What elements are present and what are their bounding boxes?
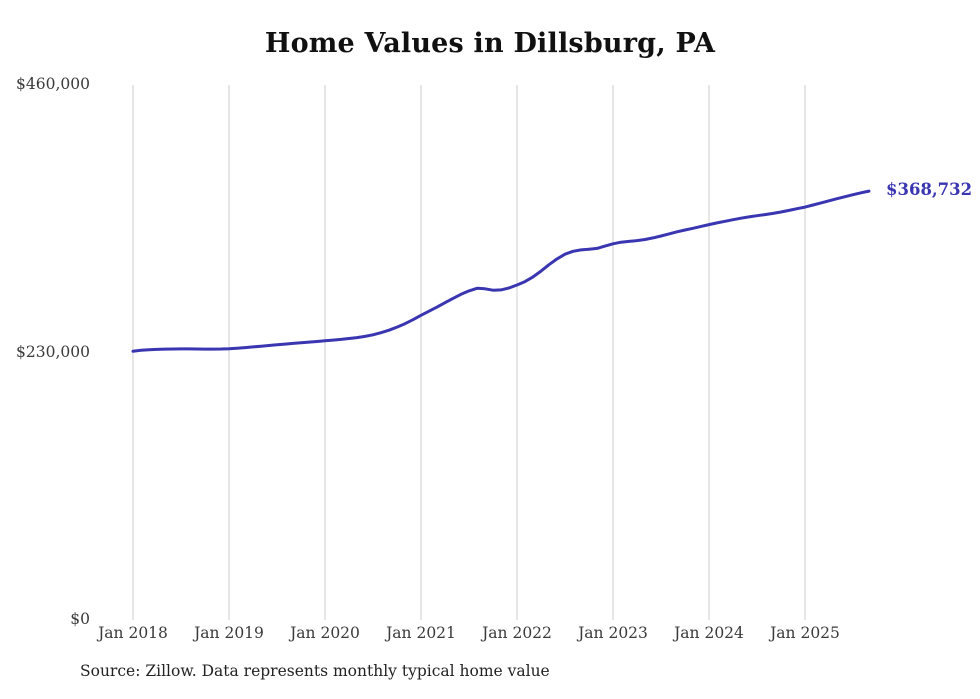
- x-axis-tick-label: Jan 2021: [386, 624, 456, 642]
- x-axis-tick-label: Jan 2025: [770, 624, 840, 642]
- x-axis-tick-label: Jan 2018: [98, 624, 168, 642]
- end-value-label: $368,732: [886, 180, 973, 200]
- y-axis-tick-label: $460,000: [16, 75, 90, 93]
- chart-title: Home Values in Dillsburg, PA: [264, 28, 716, 59]
- source-note: Source: Zillow. Data represents monthly …: [80, 662, 550, 680]
- y-axis-tick-label: $0: [70, 610, 90, 628]
- x-axis-tick-label: Jan 2019: [194, 624, 264, 642]
- y-axis-tick-label: $230,000: [16, 342, 90, 361]
- x-axis-tick-label: Jan 2020: [290, 624, 360, 642]
- home-value-line: [131, 189, 871, 353]
- x-axis-tick-label: Jan 2022: [482, 624, 552, 642]
- x-axis-tick-label: Jan 2024: [674, 624, 744, 642]
- x-axis-tick-label: Jan 2023: [578, 624, 648, 642]
